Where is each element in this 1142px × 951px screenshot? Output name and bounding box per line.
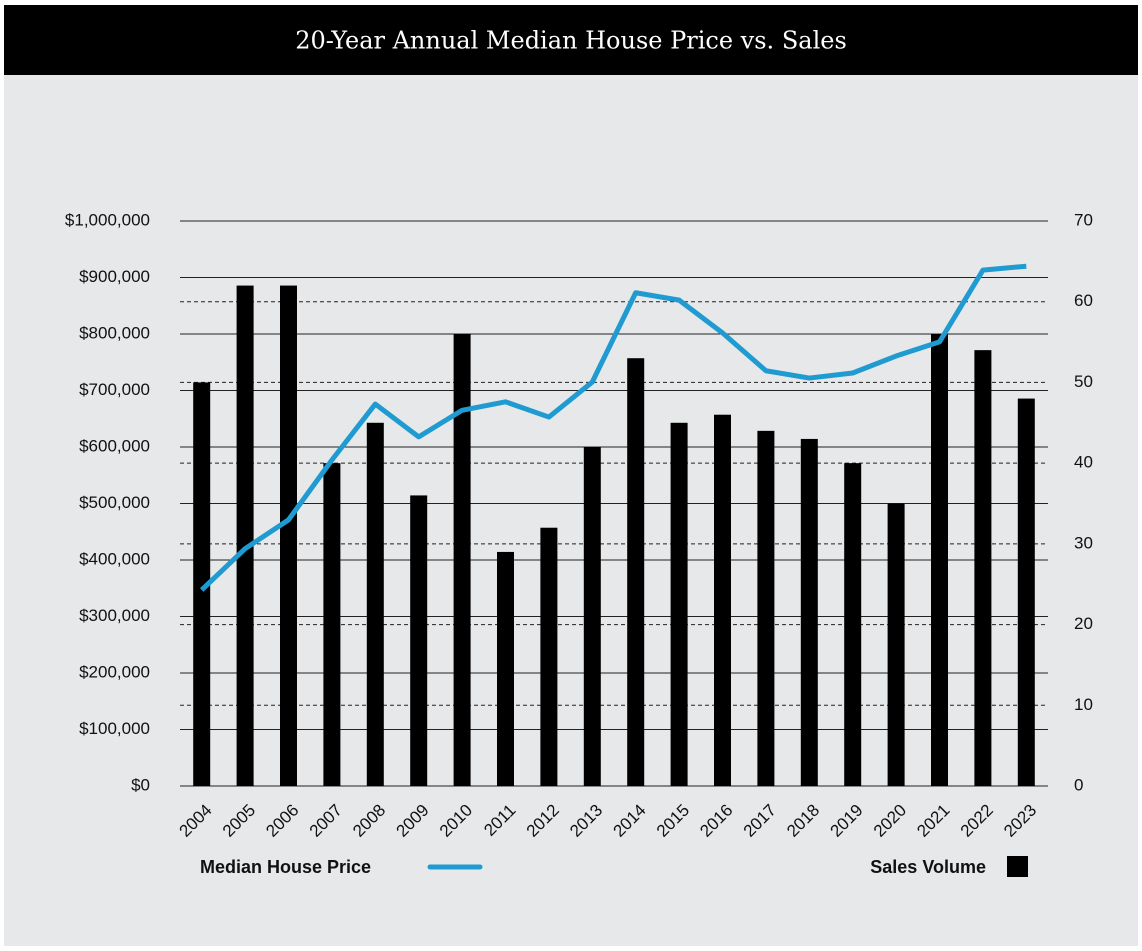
bar — [453, 334, 471, 786]
y-tick-label: $0 — [131, 775, 150, 794]
y2-tick-label: 50 — [1074, 372, 1093, 391]
y-tick-label: $1,000,000 — [65, 210, 150, 229]
bar — [800, 438, 818, 786]
line — [199, 263, 1027, 592]
bar — [540, 527, 558, 786]
chart-title: 20-Year Annual Median House Price vs. Sa… — [295, 27, 847, 55]
header — [4, 5, 1138, 75]
bar — [931, 334, 948, 786]
bar — [1017, 398, 1035, 786]
bar — [410, 495, 428, 786]
bar — [193, 382, 211, 786]
y-tick-label: $900,000 — [79, 267, 150, 286]
y-tick-label: $600,000 — [79, 436, 150, 455]
bar — [757, 430, 775, 786]
y2-tick-label: 10 — [1074, 695, 1093, 714]
bar — [714, 414, 731, 786]
y2-tick-label: 0 — [1074, 775, 1083, 794]
bar — [583, 447, 601, 786]
y-tick-label: $700,000 — [79, 380, 150, 399]
y2-tick-label: 60 — [1074, 291, 1093, 310]
bar — [974, 350, 992, 786]
bar — [627, 358, 645, 786]
legend-label: Sales Volume — [870, 857, 986, 877]
bar — [323, 463, 341, 786]
bar — [236, 285, 254, 786]
legend-swatch — [1007, 856, 1028, 877]
bar — [670, 422, 688, 786]
background — [4, 5, 1138, 946]
y-tick-label: $400,000 — [79, 549, 150, 568]
bar — [887, 503, 905, 786]
y-tick-label: $200,000 — [79, 662, 150, 681]
bar — [280, 285, 297, 786]
y2-tick-label: 70 — [1074, 210, 1093, 229]
bar — [497, 551, 514, 786]
y-tick-label: $300,000 — [79, 606, 150, 625]
y2-tick-label: 20 — [1074, 614, 1093, 633]
y2-tick-label: 40 — [1074, 453, 1093, 472]
bar — [366, 422, 384, 786]
legend-label: Median House Price — [200, 857, 371, 877]
y-tick-label: $800,000 — [79, 323, 150, 342]
y-tick-label: $500,000 — [79, 493, 150, 512]
y2-tick-label: 30 — [1074, 533, 1093, 552]
y-tick-label: $100,000 — [79, 719, 150, 738]
bar — [844, 463, 862, 786]
